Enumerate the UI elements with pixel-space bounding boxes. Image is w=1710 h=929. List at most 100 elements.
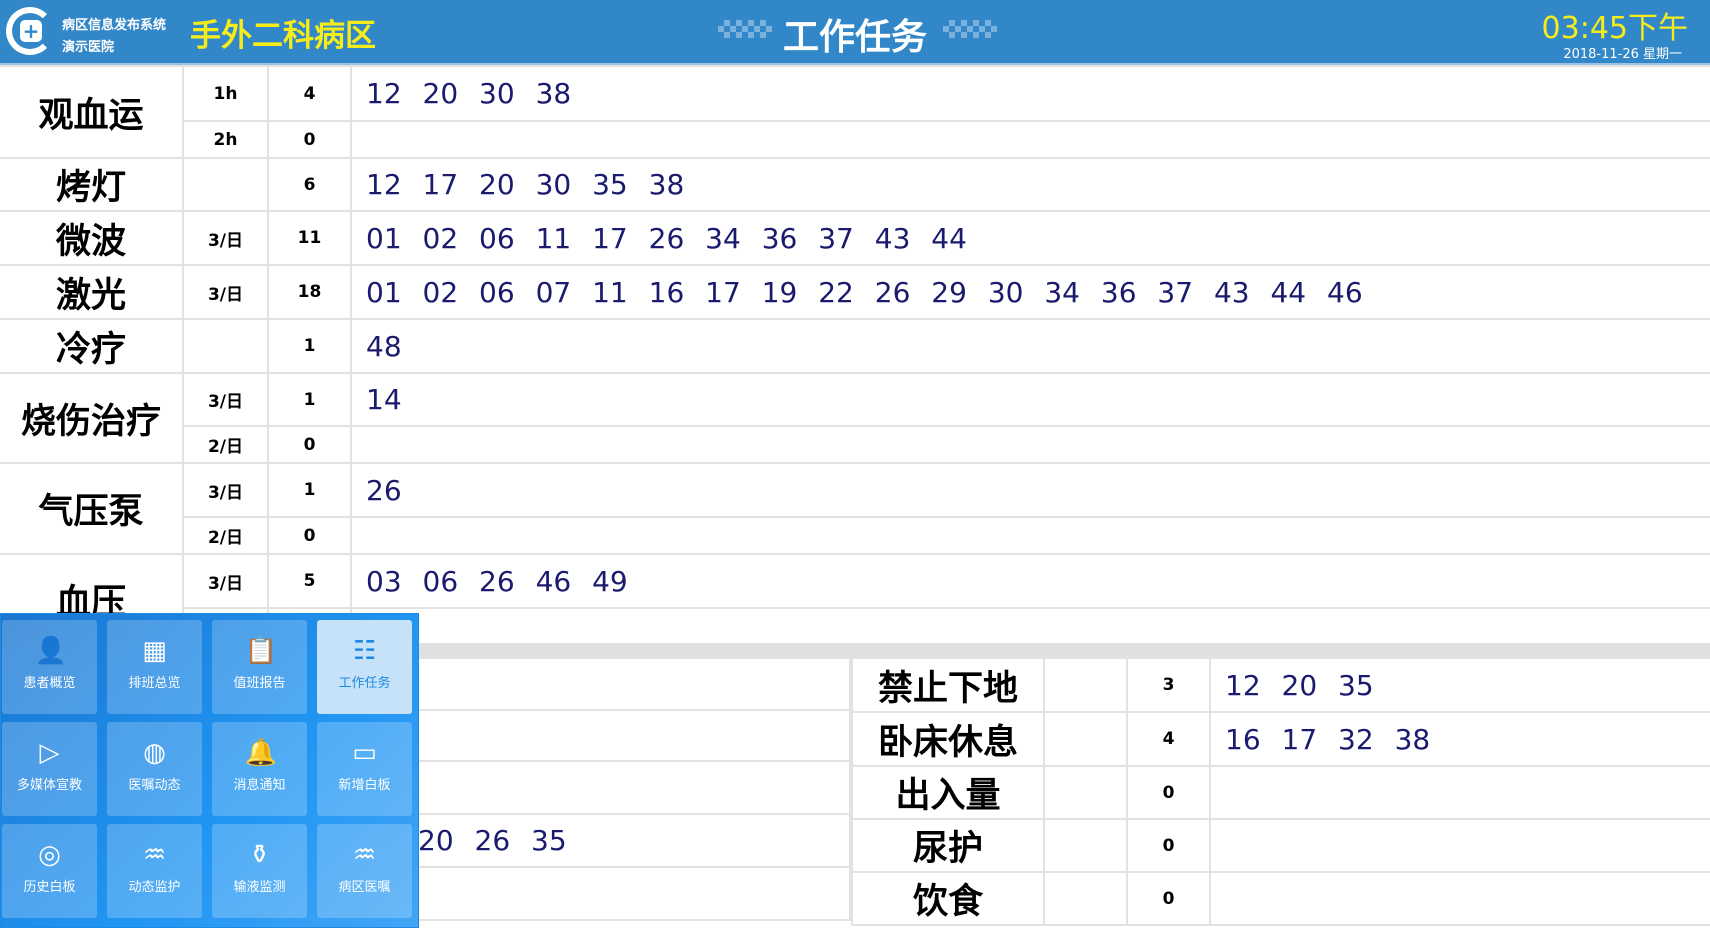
task-name: 卧床休息 [851, 711, 1045, 767]
task-name: 饮食 [851, 871, 1045, 926]
menu-tile-label: 工作任务 [338, 676, 391, 691]
patient-icon: 👤 [34, 636, 67, 666]
clock-date: 2018-11-26 星期一 [1563, 47, 1682, 62]
task-frequency [1043, 765, 1128, 820]
table-row: 观血运 1h 4 12 20 30 38 [0, 65, 1710, 159]
task-frequency: 2/日 [182, 425, 269, 464]
task-frequency: 3/日 [182, 553, 269, 609]
menu-tile-label: 动态监护 [128, 880, 181, 895]
table-row: 2/日 0 [0, 425, 1710, 464]
task-count: 1 [267, 318, 352, 374]
bed-numbers [350, 657, 851, 711]
table-row: 尿护 0 [851, 818, 1710, 873]
bed-numbers [350, 709, 851, 762]
task-name: 激光 [0, 264, 184, 320]
bed-numbers: 12 17 20 30 35 38 [350, 157, 1710, 212]
bed-numbers [1209, 765, 1710, 820]
task-name: 气压泵 [0, 462, 184, 555]
bed-numbers [350, 425, 1710, 464]
menu-tile-4[interactable]: ☷ 工作任务 [317, 620, 412, 714]
task-count: 1 [267, 462, 352, 518]
task-table: 观血运 1h 4 12 20 30 38 2h 0 烤灯 6 12 17 20 30 35 38… [0, 65, 1710, 645]
task-count: 0 [267, 516, 352, 555]
task-name: 微波 [0, 210, 184, 266]
bed-numbers: 16 17 32 38 [1209, 711, 1710, 767]
menu-tile-3[interactable]: 📋 值班报告 [212, 620, 307, 714]
task-count: 4 [1126, 711, 1211, 767]
ward-name: 手外二科病区 [190, 18, 376, 54]
menu-tile-5[interactable]: ▷ 多媒体宣教 [2, 722, 97, 816]
menu-tile-label: 患者概览 [23, 676, 76, 691]
bell-icon: 🔔 [244, 738, 277, 768]
menu-tile-10[interactable]: ♒ 动态监护 [107, 824, 202, 918]
navigation-menu: 👤 患者概览 ▦ 排班总览 📋 值班报告 ☷ 工作任务 ▷ 多媒体宣教 ◍ 医嘱动态 🔔 消息通知 ▭ 新增白… [0, 613, 419, 928]
medicine-icon: ◍ [143, 738, 166, 768]
menu-tile-label: 排班总览 [128, 676, 181, 691]
task-count: 11 [267, 210, 352, 266]
checker-decoration-icon [718, 20, 772, 38]
bed-numbers: 26 [350, 462, 1710, 518]
whiteboard-icon: ▭ [352, 738, 377, 768]
menu-tile-12[interactable]: ♒ 病区医嘱 [317, 824, 412, 918]
menu-tile-8[interactable]: ▭ 新增白板 [317, 722, 412, 816]
task-name: 冷疗 [0, 318, 184, 374]
task-frequency: 3/日 [182, 462, 269, 518]
system-name: 病区信息发布系统 [62, 18, 167, 33]
task-count: 0 [267, 425, 352, 464]
menu-tile-label: 消息通知 [233, 778, 286, 793]
bed-numbers [1209, 871, 1710, 926]
menu-tile-label: 值班报告 [233, 676, 286, 691]
bed-numbers: 20 26 35 [350, 813, 851, 868]
menu-tile-label: 医嘱动态 [128, 778, 181, 793]
bed-numbers: 12 20 30 38 [350, 65, 1710, 122]
task-frequency [182, 157, 269, 212]
monitor-icon: ♒ [142, 840, 167, 870]
task-name: 观血运 [0, 65, 184, 159]
task-frequency: 3/日 [182, 264, 269, 320]
task-frequency: 2h [182, 120, 269, 159]
checker-decoration-icon [943, 20, 997, 38]
table-row: 饮食 0 [851, 871, 1710, 926]
table-row: 烤灯 6 12 17 20 30 35 38 [0, 157, 1710, 212]
table-row: 烧伤治疗 3/日 1 14 [0, 372, 1710, 464]
bed-numbers: 14 [350, 372, 1710, 427]
bed-numbers [350, 516, 1710, 555]
table-row: 卧床休息 4 16 17 32 38 [851, 711, 1710, 767]
task-count: 6 [267, 157, 352, 212]
task-count: 18 [267, 264, 352, 320]
task-frequency [1043, 657, 1128, 713]
section-divider [0, 643, 1710, 657]
bed-numbers: 01 02 06 11 17 26 34 36 37 43 44 [350, 210, 1710, 266]
menu-tile-7[interactable]: 🔔 消息通知 [212, 722, 307, 816]
bed-numbers [350, 120, 1710, 159]
page-title: 工作任务 [782, 17, 927, 58]
task-name: 出入量 [851, 765, 1045, 820]
task-count: 0 [1126, 818, 1211, 873]
menu-tile-11[interactable]: ⚱ 输液监测 [212, 824, 307, 918]
menu-tile-label: 多媒体宣教 [16, 778, 82, 793]
task-count: 1 [267, 372, 352, 427]
task-count: 5 [267, 553, 352, 609]
task-name: 烤灯 [0, 157, 184, 212]
hospital-logo-icon [6, 7, 54, 55]
hospital-name: 演示医院 [62, 40, 115, 55]
menu-tile-label: 历史白板 [23, 880, 76, 895]
bed-numbers [350, 760, 851, 815]
table-row: 冷疗 1 48 [0, 318, 1710, 374]
infusion-icon: ⚱ [248, 840, 271, 870]
menu-tile-1[interactable]: 👤 患者概览 [2, 620, 97, 714]
bed-numbers [1209, 818, 1710, 873]
bottom-right-table: 禁止下地 3 12 20 35 卧床休息 4 16 17 32 38 出入量 0 尿护 0 饮食 0 [851, 657, 1710, 926]
task-name: 尿护 [851, 818, 1045, 873]
menu-tile-6[interactable]: ◍ 医嘱动态 [107, 722, 202, 816]
task-frequency [1043, 818, 1128, 873]
table-row: 出入量 0 [851, 765, 1710, 820]
menu-tile-9[interactable]: ◎ 历史白板 [2, 824, 97, 918]
menu-tile-2[interactable]: ▦ 排班总览 [107, 620, 202, 714]
task-tree-icon: ☷ [352, 636, 377, 666]
bed-numbers [350, 866, 851, 921]
table-row: 2/日 0 [0, 516, 1710, 555]
history-board-icon: ◎ [38, 840, 61, 870]
task-count: 0 [1126, 765, 1211, 820]
video-play-icon: ▷ [39, 738, 60, 768]
